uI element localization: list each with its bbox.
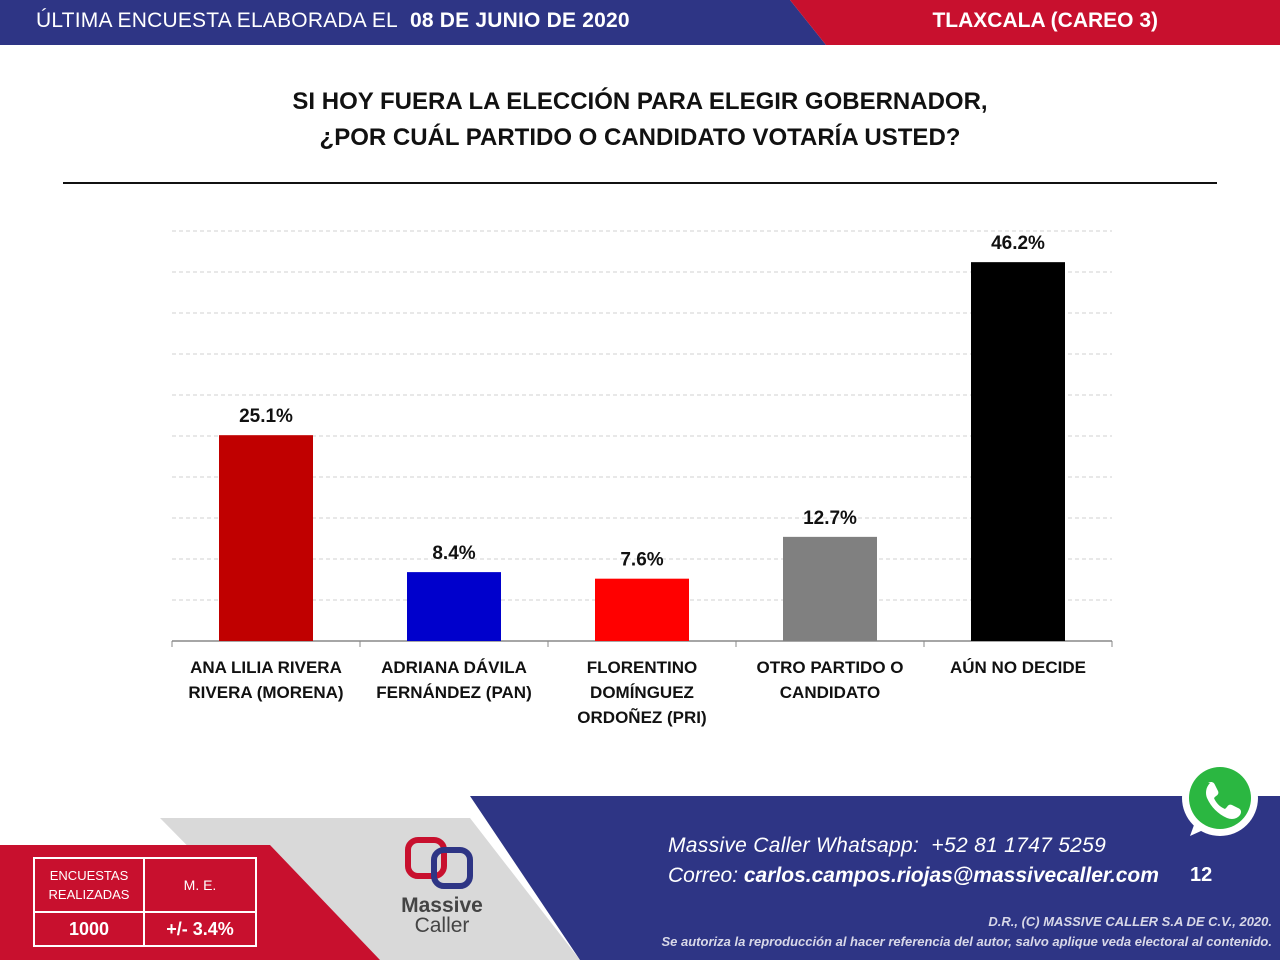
- me-label: M. E.: [145, 859, 255, 913]
- bar: [971, 262, 1065, 641]
- survey-date-label: ÚLTIMA ENCUESTA ELABORADA EL 08 DE JUNIO…: [36, 9, 630, 32]
- bar-chart: 25.1% ANA LILIA RIVERA RIVERA (MORENA) 8.4%…: [171, 230, 1113, 727]
- page-number: 12: [1190, 864, 1213, 886]
- bar: [783, 536, 877, 641]
- data-label: 46.2%: [991, 233, 1045, 254]
- whatsapp-contact: Massive Caller Whatsapp: +52 81 1747 525…: [668, 834, 1107, 857]
- category-label: DOMÍNGUEZ: [590, 683, 694, 702]
- category-label: ORDOÑEZ (PRI): [577, 707, 706, 727]
- title-divider: [63, 182, 1217, 184]
- header-blue-band: [0, 0, 826, 45]
- surveys-value: 1000: [35, 913, 145, 945]
- email-contact: Correo: carlos.campos.riojas@massivecall…: [668, 864, 1159, 887]
- region-label: TLAXCALA (CAREO 3): [932, 9, 1158, 32]
- whatsapp-icon[interactable]: [1176, 756, 1264, 844]
- footer-blue-band: [470, 796, 1280, 960]
- footer-red-band: [0, 845, 380, 960]
- data-label: 7.6%: [620, 550, 663, 571]
- surveys-label: ENCUESTAS REALIZADAS: [35, 859, 145, 913]
- logo-text-caller: Caller: [414, 914, 470, 937]
- bar: [219, 435, 313, 641]
- data-label: 25.1%: [239, 406, 293, 427]
- category-label: AÚN NO DECIDE: [950, 658, 1086, 677]
- stats-table: ENCUESTAS REALIZADAS M. E. 1000 +/- 3.4%: [33, 857, 257, 947]
- question-line-1: SI HOY FUERA LA ELECCIÓN PARA ELEGIR GOB…: [292, 88, 988, 115]
- category-label: ANA LILIA RIVERA: [190, 658, 342, 677]
- bar: [595, 578, 689, 641]
- data-label: 8.4%: [432, 543, 475, 564]
- category-label: FERNÁNDEZ (PAN): [376, 683, 532, 702]
- massive-caller-logo: [405, 837, 473, 889]
- category-label: CANDIDATO: [780, 683, 880, 702]
- usage-notice: Se autoriza la reproducción al hacer ref…: [661, 934, 1273, 949]
- logo-text-massive: Massive: [401, 894, 483, 917]
- header-red-band: [790, 0, 1280, 45]
- question-line-2: ¿POR CUÁL PARTIDO O CANDIDATO VOTARÍA US…: [319, 124, 961, 151]
- me-value: +/- 3.4%: [166, 918, 234, 939]
- category-label: ADRIANA DÁVILA: [381, 658, 527, 677]
- category-label: FLORENTINO: [587, 658, 698, 677]
- data-label: 12.7%: [803, 508, 857, 529]
- email-link[interactable]: carlos.campos.riojas@massivecaller.com: [743, 864, 1159, 887]
- copyright-text: D.R., (C) MASSIVE CALLER S.A DE C.V., 20…: [988, 914, 1272, 929]
- category-label: OTRO PARTIDO O: [756, 658, 903, 677]
- bar: [407, 572, 501, 641]
- category-label: RIVERA (MORENA): [188, 683, 343, 702]
- page-title: SI HOY FUERA LA ELECCIÓN PARA ELEGIR GOB…: [0, 84, 1280, 156]
